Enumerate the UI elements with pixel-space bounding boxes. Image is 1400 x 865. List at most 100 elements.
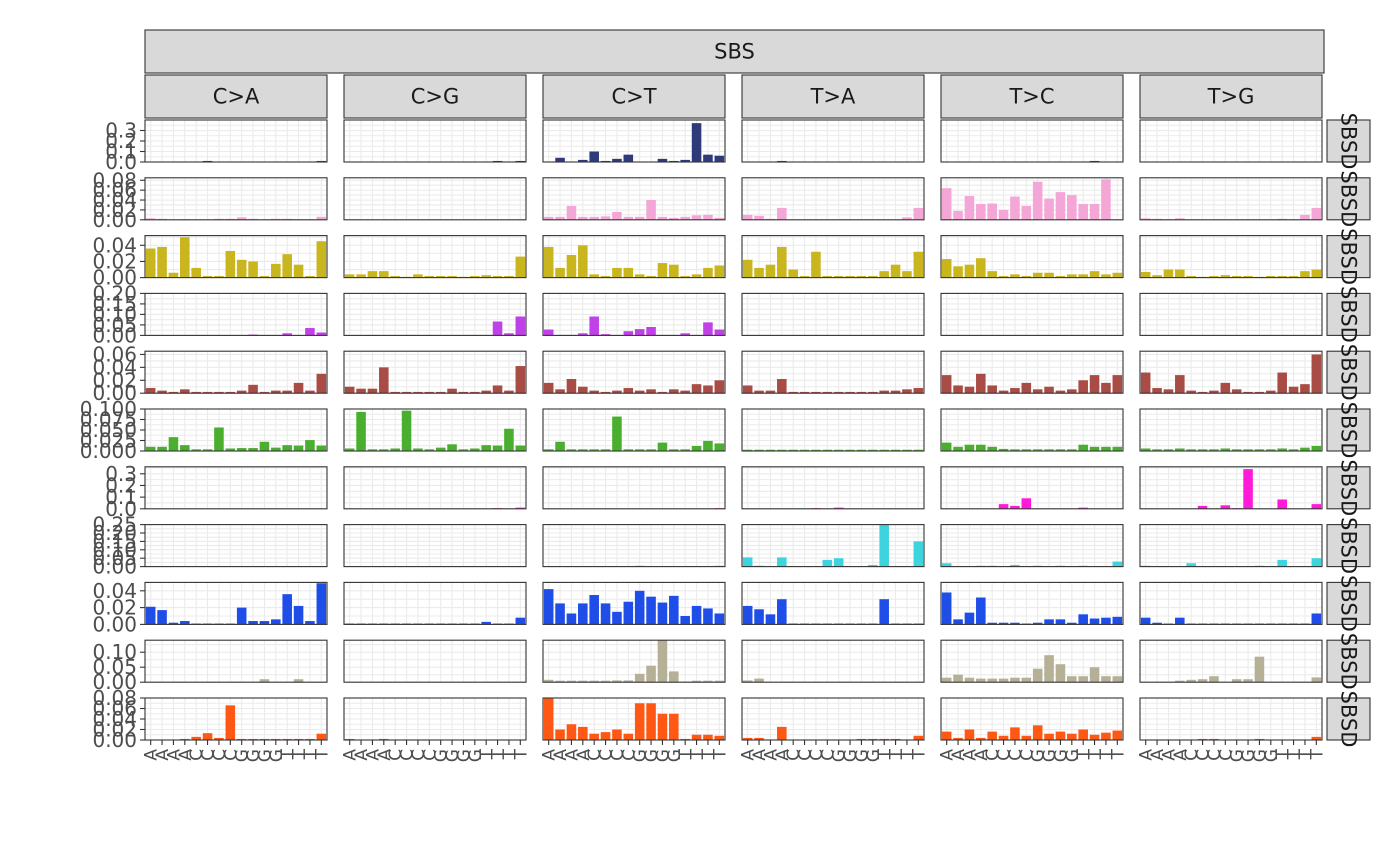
bar xyxy=(1044,449,1054,451)
bar xyxy=(714,329,725,336)
x-tick-label: A xyxy=(1159,749,1179,761)
bar xyxy=(1101,382,1111,394)
bar xyxy=(998,390,1009,394)
bar xyxy=(964,444,975,451)
bar xyxy=(1044,198,1054,220)
bar xyxy=(998,678,1009,683)
x-tick-label: C xyxy=(1017,749,1037,761)
y-tick-label: 0.100 xyxy=(80,397,137,421)
bar xyxy=(481,275,491,278)
bar xyxy=(356,411,366,451)
bar xyxy=(902,389,912,394)
strip-row xyxy=(1326,177,1371,221)
bar xyxy=(1021,498,1032,509)
bar xyxy=(447,444,457,451)
facet-panel xyxy=(741,235,925,279)
x-tick-label: T xyxy=(511,748,531,760)
bar xyxy=(623,154,634,162)
facet-panel xyxy=(343,408,527,452)
bar xyxy=(271,263,281,278)
x-tick-label: G xyxy=(454,749,474,762)
x-tick-label: A xyxy=(1171,749,1191,761)
y-tick-label: 0.00 xyxy=(92,208,137,232)
bar xyxy=(714,380,725,394)
bar xyxy=(1112,616,1123,625)
strip-row-label: SBSD xyxy=(1337,286,1361,343)
bar xyxy=(145,218,156,220)
bar xyxy=(998,504,1009,509)
bar xyxy=(157,246,167,278)
x-tick-label: C xyxy=(608,749,628,761)
bar xyxy=(555,389,565,394)
x-tick-label: G xyxy=(1051,749,1071,762)
y-tick-label: 0.00 xyxy=(92,323,137,347)
bar xyxy=(964,612,975,625)
bar xyxy=(1055,664,1066,683)
bar xyxy=(145,388,156,394)
bar xyxy=(458,449,469,451)
x-tick-label: G xyxy=(244,749,264,762)
bar xyxy=(868,275,878,278)
bar xyxy=(987,203,997,220)
bar xyxy=(555,267,565,278)
bar xyxy=(913,735,924,740)
bar xyxy=(543,329,554,336)
strip-row-label: SBSD xyxy=(1337,691,1361,748)
bar xyxy=(987,731,997,740)
bar xyxy=(680,275,690,278)
bar xyxy=(1254,656,1265,683)
bar xyxy=(833,275,844,278)
bar xyxy=(259,441,270,451)
x-tick-label: C xyxy=(1216,749,1236,761)
y-tick-label: 0.2 xyxy=(105,129,137,153)
bar xyxy=(902,217,912,220)
bar xyxy=(634,390,645,394)
strip-row xyxy=(1326,524,1371,568)
bar xyxy=(1101,732,1111,740)
bar xyxy=(634,673,645,683)
bar xyxy=(1140,271,1151,278)
bar xyxy=(1089,618,1100,625)
bar xyxy=(1197,391,1208,394)
x-tick-label: T xyxy=(489,748,509,760)
bar xyxy=(447,388,457,394)
bar xyxy=(1311,677,1322,683)
bar xyxy=(1266,275,1276,278)
bar xyxy=(1197,505,1208,509)
x-tick-label: T xyxy=(500,748,520,760)
strip-row xyxy=(1326,581,1371,625)
bar xyxy=(987,446,997,451)
panel-background xyxy=(344,582,526,625)
panel-border xyxy=(741,119,925,163)
bar xyxy=(987,678,997,683)
bar xyxy=(305,440,315,451)
bar xyxy=(669,449,679,451)
y-tick-label: 0.050 xyxy=(80,418,137,442)
strip-row-label: SBSD xyxy=(1337,402,1361,459)
x-tick-label: A xyxy=(739,749,759,761)
bar xyxy=(458,391,469,394)
bar xyxy=(754,678,764,683)
bar xyxy=(856,449,867,451)
panel-border xyxy=(1139,639,1323,683)
facet-panel xyxy=(542,639,726,683)
bar xyxy=(543,216,554,220)
x-tick-label: T xyxy=(909,748,929,760)
bar xyxy=(543,589,554,625)
facet-panel xyxy=(542,466,726,510)
bar xyxy=(145,248,156,278)
bar xyxy=(293,605,304,625)
bar xyxy=(1021,205,1032,220)
bar xyxy=(646,200,656,220)
x-tick-label: G xyxy=(1029,749,1049,762)
bar xyxy=(1152,275,1162,278)
facet-panel xyxy=(741,119,925,163)
y-tick-label: 0.20 xyxy=(92,521,137,545)
bar xyxy=(623,331,634,336)
bar xyxy=(998,622,1009,625)
bar xyxy=(1021,382,1032,394)
panel-background xyxy=(1140,177,1322,220)
bar xyxy=(236,448,247,451)
bar xyxy=(646,275,656,278)
y-tick-label: 0.025 xyxy=(80,429,137,453)
